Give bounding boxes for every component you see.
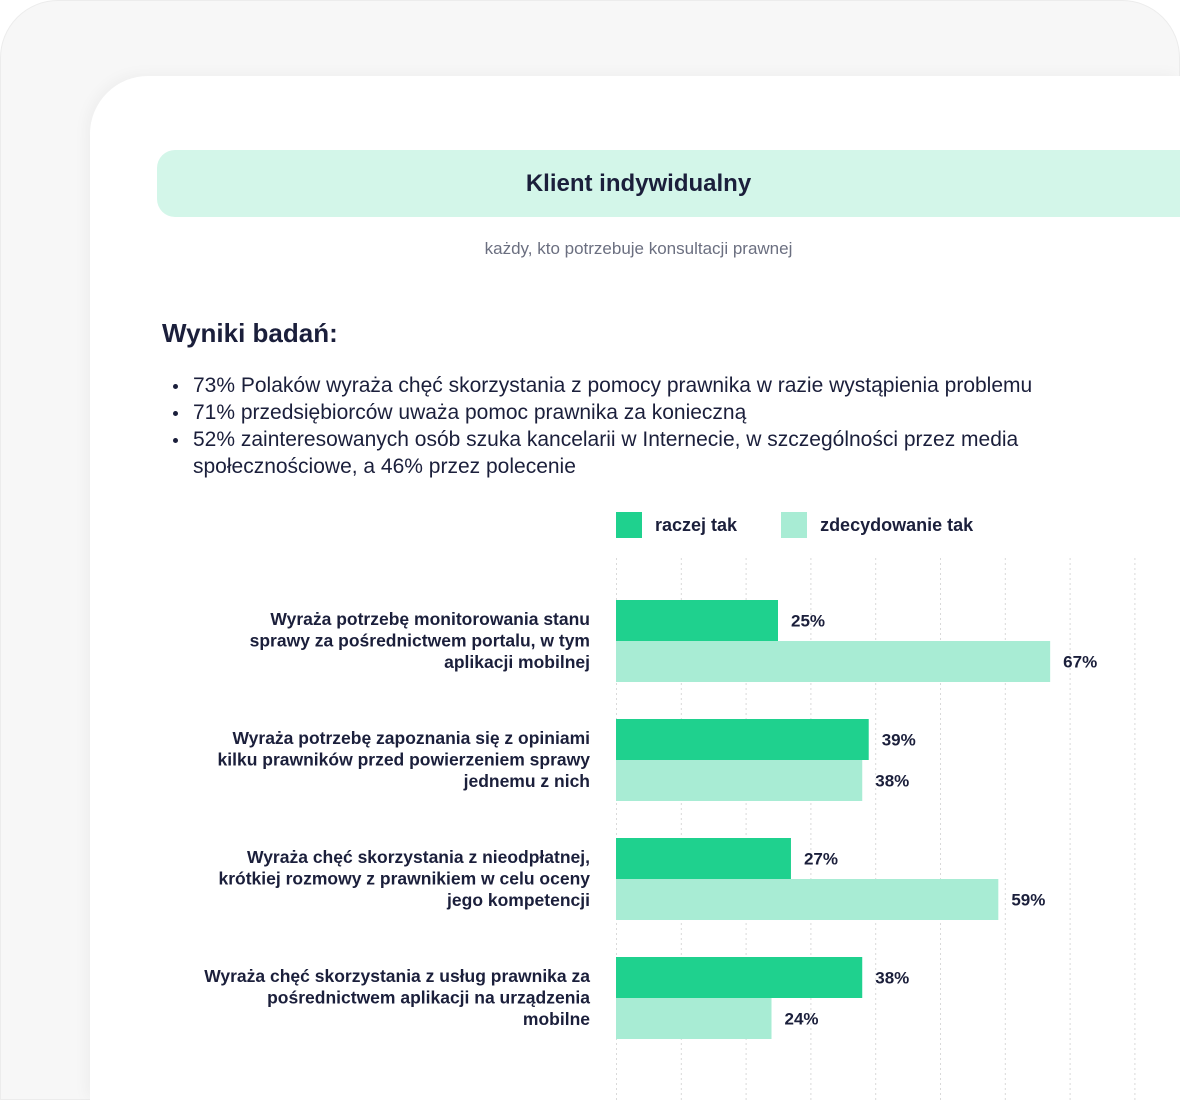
bar-zdecydowanie-tak — [616, 998, 772, 1039]
category-label-line: sprawy za pośrednictwem portalu, w tym — [250, 631, 590, 651]
legend-label: raczej tak — [655, 514, 738, 535]
bar-raczej-tak — [616, 838, 791, 879]
bar-raczej-tak — [616, 957, 863, 998]
legend-label: zdecydowanie tak — [820, 514, 974, 535]
data-label: 39% — [882, 731, 916, 750]
category-label-line: jednemu z nich — [463, 771, 590, 791]
category-label: Wyraża potrzebę zapoznania się z opiniam… — [218, 728, 591, 791]
results-list: 73% Polaków wyraża chęć skorzystania z p… — [170, 372, 1150, 480]
category-label: Wyraża potrzebę monitorowania stanu spraw… — [250, 609, 590, 672]
chart-legend: raczej tak zdecydowanie tak — [616, 512, 1017, 538]
list-item-text: 52% zainteresowanych osób szuka kancelar… — [193, 428, 1019, 478]
bar-raczej-tak — [616, 719, 869, 760]
bar-zdecydowanie-tak — [616, 879, 999, 920]
legend-item-raczej-tak: raczej tak — [616, 512, 737, 538]
legend-swatch-raczej-tak — [616, 512, 642, 538]
data-label: 24% — [785, 1010, 819, 1029]
category-label-line: Wyraża chęć skorzystania z usług prawnik… — [204, 966, 590, 986]
data-label: 67% — [1063, 653, 1097, 672]
results-heading: Wyniki badań: — [162, 318, 338, 348]
list-item: 71% przedsiębiorców uważa pomoc prawnika… — [170, 399, 1150, 426]
legend-item-zdecydowanie-tak: zdecydowanie tak — [781, 512, 973, 538]
category-label-line: krótkiej rozmowy z prawnikiem w celu oce… — [218, 869, 590, 889]
bar-raczej-tak — [616, 600, 778, 641]
list-item: 73% Polaków wyraża chęć skorzystania z p… — [170, 372, 1150, 399]
category-label-line: aplikacji mobilnej — [444, 652, 590, 672]
category-label-line: Wyraża chęć skorzystania z nieodpłatnej, — [247, 847, 590, 867]
page-title: Klient indywidualny — [525, 169, 752, 197]
category-label-line: kilku prawników przed powierzeniem spraw… — [218, 750, 591, 770]
bullet-icon — [173, 411, 178, 416]
bar-zdecydowanie-tak — [616, 641, 1051, 682]
data-label: 59% — [1011, 891, 1045, 910]
data-label: 38% — [875, 969, 909, 988]
bullet-icon — [173, 438, 178, 443]
bar-zdecydowanie-tak — [616, 760, 863, 801]
bullet-icon — [173, 384, 178, 389]
list-item: 52% zainteresowanych osób szuka kancelar… — [170, 426, 1150, 480]
subtitle: każdy, kto potrzebuje konsultacji prawne… — [484, 239, 793, 258]
list-item-text: 73% Polaków wyraża chęć skorzystania z p… — [193, 374, 1033, 397]
category-label: Wyraża chęć skorzystania z nieodpłatnej,… — [218, 847, 590, 910]
category-label: Wyraża chęć skorzystania z usług prawnik… — [204, 966, 590, 1029]
category-label-line: Wyraża potrzebę monitorowania stanu — [270, 609, 590, 629]
legend-swatch-zdecydowanie-tak — [781, 512, 808, 538]
category-label-line: mobilne — [523, 1009, 590, 1029]
data-label: 25% — [791, 612, 825, 631]
data-label: 27% — [804, 850, 838, 869]
list-item-text: 71% przedsiębiorców uważa pomoc prawnika… — [193, 401, 747, 424]
category-label-line: jego kompetencji — [446, 890, 590, 910]
header-banner: Klient indywidualny — [157, 150, 1180, 217]
category-label-line: pośrednictwem aplikacji na urządzenia — [267, 988, 590, 1008]
data-label: 38% — [875, 772, 909, 791]
category-label-line: Wyraża potrzebę zapoznania się z opiniam… — [232, 728, 590, 748]
content-card — [90, 76, 1180, 1100]
